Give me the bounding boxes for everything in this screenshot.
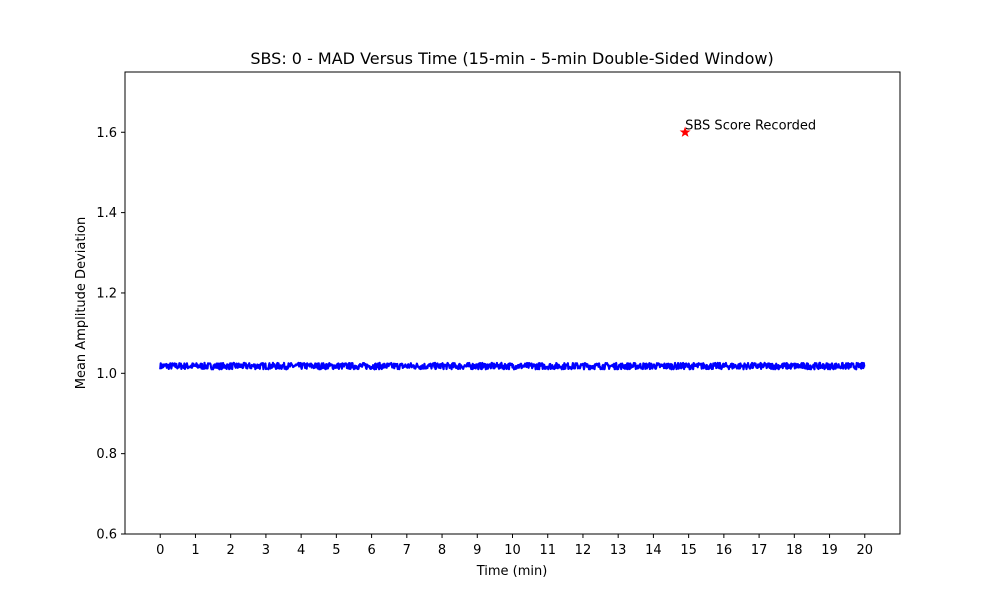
- x-tick-label: 2: [227, 543, 235, 558]
- y-tick-label: 1.0: [96, 367, 117, 382]
- y-tick-label: 1.4: [96, 206, 117, 221]
- y-tick-label: 1.6: [96, 126, 117, 141]
- x-tick-label: 4: [297, 543, 305, 558]
- mad-series-line: [159, 361, 866, 371]
- y-axis-label: Mean Amplitude Deviation: [74, 217, 89, 390]
- y-tick-label: 0.8: [96, 447, 117, 462]
- plot-content: SBS Score Recorded: [159, 118, 866, 371]
- x-tick-label: 11: [539, 543, 556, 558]
- x-tick-label: 7: [403, 543, 411, 558]
- y-axis: 0.6 0.8 1.0 1.2 1.4 1.6: [96, 126, 125, 543]
- x-tick-label: 1: [191, 543, 199, 558]
- x-tick-label: 19: [821, 543, 838, 558]
- x-tick-label: 5: [332, 543, 340, 558]
- x-tick-label: 17: [751, 543, 768, 558]
- x-tick-label: 8: [438, 543, 446, 558]
- x-tick-label: 13: [610, 543, 627, 558]
- y-tick-label: 0.6: [96, 528, 117, 543]
- x-tick-label: 20: [856, 543, 873, 558]
- x-tick-label: 15: [680, 543, 697, 558]
- x-tick-label: 10: [504, 543, 521, 558]
- x-tick-label: 3: [262, 543, 270, 558]
- y-tick-label: 1.2: [96, 286, 117, 301]
- sbs-score-annotation: SBS Score Recorded: [685, 118, 816, 133]
- x-tick-label: 12: [575, 543, 592, 558]
- x-tick-label: 6: [367, 543, 375, 558]
- plot-frame: [124, 71, 901, 535]
- x-tick-label: 9: [473, 543, 481, 558]
- chart-title: SBS: 0 - MAD Versus Time (15-min - 5-min…: [250, 49, 773, 68]
- x-axis: 0 1 2 3 4 5 6 7 8 9 10 11 12 13 14 15 16 17 18 19 20: [156, 534, 873, 558]
- sbs-score-star-marker: [679, 126, 691, 137]
- x-axis-label: Time (min): [476, 564, 548, 579]
- x-tick-label: 16: [716, 543, 733, 558]
- x-tick-label: 14: [645, 543, 662, 558]
- x-tick-label: 0: [156, 543, 164, 558]
- x-tick-label: 18: [786, 543, 803, 558]
